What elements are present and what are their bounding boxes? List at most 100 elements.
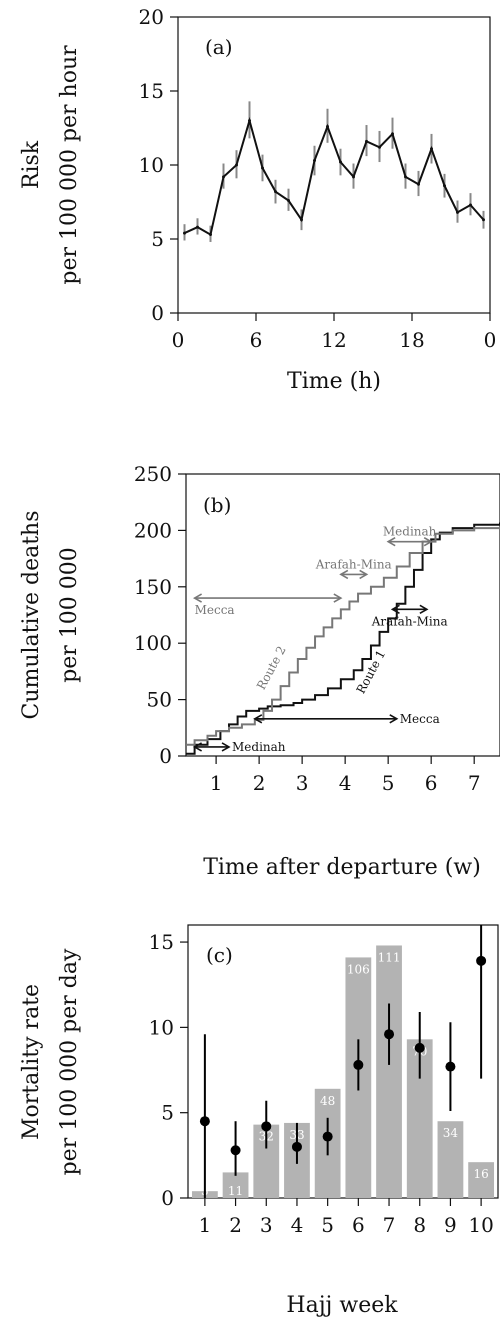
points — [199, 925, 487, 1198]
y-tick-label: 15 — [139, 79, 164, 103]
x-tick-label: 9 — [444, 1213, 457, 1237]
bar-count-label: 48 — [320, 1094, 335, 1108]
y-tick-label: 10 — [149, 1015, 174, 1039]
data-point — [322, 1131, 333, 1142]
panel-label: (c) — [206, 943, 233, 967]
x-tick-label: 0 — [484, 328, 497, 352]
annotation-label: Medinah — [232, 740, 286, 754]
x-tick-label: 12 — [321, 328, 346, 352]
panel-c: 311323348106111703416 12345678910051015 … — [19, 924, 499, 1318]
bar-count-label: 34 — [443, 1126, 459, 1140]
x-tick-label: 6 — [250, 328, 263, 352]
y-tick-label: 50 — [147, 688, 172, 712]
y-tick-label: 0 — [151, 301, 164, 325]
y-axis-label-line2: per 100 000 per hour — [57, 45, 82, 285]
x-tick-label: 5 — [382, 771, 395, 795]
y-axis-label-line2: per 100 000 — [57, 547, 82, 683]
x-tick-label: 8 — [413, 1213, 426, 1237]
data-point — [261, 1121, 272, 1132]
annotations: Medinah Mecca Arafah-Mina Mecca Arafah-Mina M… — [192, 525, 448, 754]
y-tick-label: 20 — [139, 5, 164, 29]
x-tick-label: 6 — [352, 1213, 365, 1237]
annotation-arrowhead — [192, 742, 202, 752]
y-tick-label: 5 — [151, 227, 164, 251]
annotation-label: Arafah-Mina — [315, 557, 392, 571]
bar-count-label: 11 — [228, 1184, 243, 1198]
y-tick-label: 5 — [161, 1101, 174, 1125]
data-point — [230, 1145, 241, 1156]
x-tick-label: 0 — [172, 328, 185, 352]
plot-frame — [187, 924, 499, 1199]
series-label-route-2: Route 2 — [254, 644, 289, 692]
annotation-arrowhead — [423, 536, 433, 547]
annotation-label: Mecca — [195, 603, 235, 617]
plot-frame — [185, 473, 500, 757]
y-tick-label: 200 — [134, 518, 172, 542]
annotation-arrowhead — [192, 593, 202, 603]
axes-ticks: 1 2 3 4 5 6 7 0 50 100 150 200 250 — [134, 462, 481, 795]
annotation-arrowhead — [386, 536, 396, 547]
bar-count-label: 16 — [473, 1167, 488, 1181]
bars: 311323348106111703416 — [191, 945, 495, 1198]
annotation-label: Mecca — [400, 712, 440, 726]
series-line-route-2 — [186, 527, 500, 746]
annotation-arrowhead — [390, 604, 400, 615]
bar-count-label: 106 — [347, 962, 370, 976]
annotation-arrowhead — [389, 714, 399, 724]
panel-b: 1 2 3 4 5 6 7 0 50 100 150 200 250 (b) Route 2 Route … — [19, 462, 500, 880]
x-tick-label: 1 — [210, 771, 223, 795]
series-line-route-1 — [186, 522, 500, 755]
x-tick-label: 18 — [399, 328, 424, 352]
bar — [376, 945, 402, 1198]
x-axis-label: Time (h) — [287, 369, 381, 394]
series-label-route-1: Route 1 — [354, 648, 389, 696]
data-point — [353, 1059, 364, 1070]
x-tick-label: 2 — [229, 1213, 242, 1237]
y-axis-label: Risk — [19, 140, 44, 189]
data-point — [476, 955, 487, 966]
x-tick-label: 3 — [260, 1213, 273, 1237]
y-tick-label: 150 — [134, 575, 172, 599]
x-axis-label: Time after departure (w) — [203, 855, 481, 880]
plot-frame — [177, 16, 491, 314]
annotation-arrowhead — [419, 604, 429, 615]
x-axis-label: Hajj week — [286, 1293, 398, 1318]
y-tick-label: 0 — [159, 744, 172, 768]
data-point — [291, 1141, 302, 1152]
x-tick-label: 7 — [383, 1213, 396, 1237]
data-point — [445, 1061, 456, 1072]
annotation-arrowhead — [253, 714, 263, 724]
risk-line — [184, 116, 485, 237]
y-tick-label: 250 — [134, 462, 172, 486]
panel-label: (a) — [205, 35, 233, 59]
bar — [468, 1162, 495, 1198]
x-tick-label: 4 — [291, 1213, 304, 1237]
annotation-arrowhead — [359, 569, 369, 580]
bar — [437, 1121, 464, 1198]
y-tick-label: 10 — [139, 153, 164, 177]
data-point — [414, 1042, 425, 1053]
x-tick-label: 2 — [253, 771, 266, 795]
x-tick-label: 3 — [296, 771, 309, 795]
x-tick-label: 1 — [199, 1213, 212, 1237]
y-tick-label: 100 — [134, 631, 172, 655]
bar-count-label: 111 — [378, 950, 401, 964]
annotation-arrowhead — [333, 593, 343, 603]
annotation-arrowhead — [339, 569, 349, 580]
annotation-label: Medinah — [383, 525, 437, 539]
annotation-label: Arafah-Mina — [371, 614, 448, 628]
y-axis-label: Mortality rate — [19, 984, 44, 1140]
panel-label: (b) — [203, 493, 231, 517]
x-tick-label: 5 — [321, 1213, 334, 1237]
x-tick-label: 4 — [339, 771, 352, 795]
data-point — [384, 1029, 395, 1040]
y-tick-label: 15 — [149, 930, 174, 954]
y-tick-label: 0 — [161, 1186, 174, 1210]
x-tick-label: 10 — [468, 1213, 493, 1237]
x-tick-label: 6 — [425, 771, 438, 795]
data-point — [199, 1116, 210, 1127]
